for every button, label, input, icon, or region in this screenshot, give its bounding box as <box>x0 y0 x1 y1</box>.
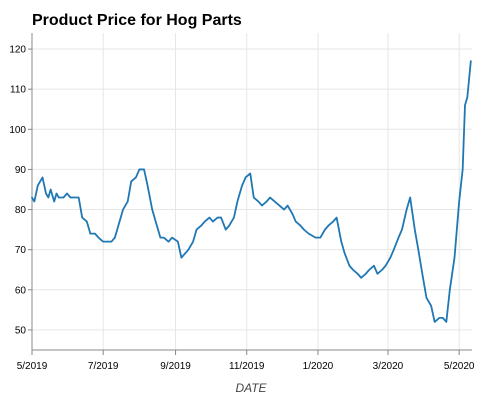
x-tick-label: 7/2019 <box>88 361 119 372</box>
x-tick-label: 3/2020 <box>373 361 404 372</box>
x-axis-label: DATE <box>235 381 267 395</box>
x-tick-label: 5/2020 <box>444 361 475 372</box>
y-tick-label: 50 <box>15 325 27 336</box>
x-tick-label: 5/2019 <box>17 361 48 372</box>
y-tick-label: 90 <box>15 165 27 176</box>
x-tick-label: 11/2019 <box>229 361 265 372</box>
y-tick-label: 80 <box>15 205 27 216</box>
x-tick-label: 9/2019 <box>160 361 191 372</box>
chart-title: Product Price for Hog Parts <box>32 12 242 29</box>
y-tick-label: 60 <box>15 285 27 296</box>
axes: 50 60 70 80 90 100 110 120 5/2019 7/2019 9/2019 11/… <box>9 33 475 372</box>
x-tick-label: 1/2020 <box>303 361 334 372</box>
y-tick-label: 70 <box>15 245 27 256</box>
grid <box>31 33 472 350</box>
series-line <box>31 60 472 323</box>
series-layer <box>31 60 472 323</box>
y-tick-label: 100 <box>9 125 26 136</box>
y-tick-label: 120 <box>9 45 26 56</box>
y-tick-label: 110 <box>10 85 26 96</box>
